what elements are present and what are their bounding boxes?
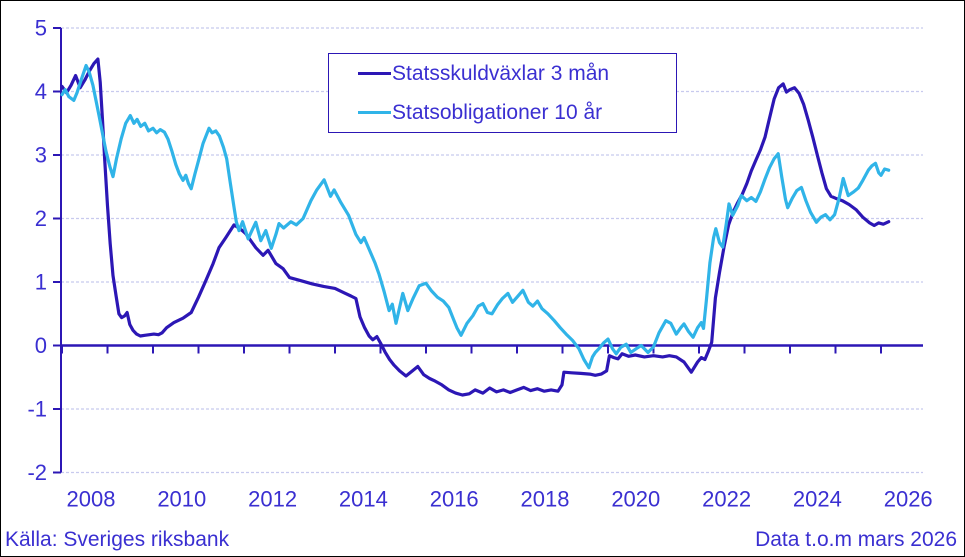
x-axis-label: 2018 <box>521 487 570 512</box>
legend-label-statsskuldvaxlar: Statsskuldväxlar 3 mån <box>392 62 610 85</box>
x-axis-label: 2026 <box>884 487 933 512</box>
x-axis-label: 2010 <box>157 487 206 512</box>
data-range-note: Data t.o.m mars 2026 <box>755 527 957 551</box>
x-axis-label: 2022 <box>702 487 751 512</box>
legend-entry-statsskuldvaxlar-3man: Statsskuldväxlar 3 mån <box>329 63 676 84</box>
y-axis-label: 1 <box>35 270 47 295</box>
x-axis-label: 2012 <box>248 487 297 512</box>
chart-legend: Statsskuldväxlar 3 mån Statsobligationer… <box>328 53 677 133</box>
y-axis-label: -1 <box>27 397 47 422</box>
x-axis-label: 2020 <box>611 487 660 512</box>
y-axis-label: -2 <box>27 460 47 485</box>
series-line-statsobligationer-10ar <box>60 63 891 370</box>
legend-label-statsobligationer: Statsobligationer 10 år <box>392 101 603 124</box>
x-axis-label: 2014 <box>339 487 388 512</box>
y-axis-label: 3 <box>35 143 47 168</box>
x-axis-label: 2008 <box>67 487 116 512</box>
y-axis-label: 0 <box>35 333 47 358</box>
x-axis-label: 2016 <box>430 487 479 512</box>
x-axis-label: 2024 <box>793 487 842 512</box>
y-axis-label: 4 <box>35 79 47 104</box>
legend-entry-statsobligationer-10ar: Statsobligationer 10 år <box>329 102 676 123</box>
y-axis-label: 5 <box>35 16 47 41</box>
y-axis-label: 2 <box>35 206 47 231</box>
source-text: Källa: Sveriges riksbank <box>5 527 230 551</box>
legend-line-swatch-cyan <box>358 110 391 115</box>
legend-line-swatch-navy <box>358 71 391 76</box>
series-line-statsskuldvaxlar-3man <box>60 57 891 397</box>
